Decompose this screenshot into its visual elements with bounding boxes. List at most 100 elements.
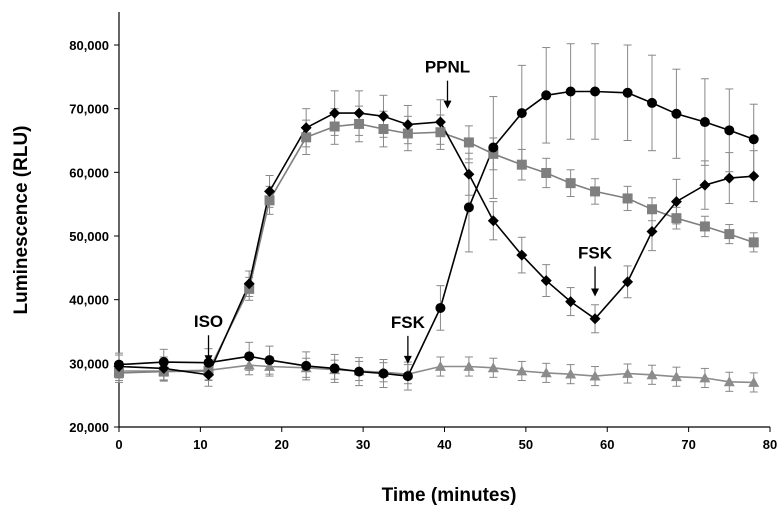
diamond-marker: [300, 122, 312, 134]
square-marker: [724, 229, 735, 240]
circle-marker: [244, 351, 255, 362]
annotation-arrowhead: [403, 355, 412, 364]
x-tick-label: 40: [437, 437, 451, 452]
square-marker: [264, 195, 275, 206]
y-tick-label: 20,000: [69, 420, 109, 435]
series-line: [118, 123, 754, 374]
triangle-marker: [723, 376, 735, 387]
triangle-marker: [748, 376, 760, 387]
square-marker: [301, 132, 312, 143]
circle-marker: [354, 366, 365, 377]
square-marker: [435, 127, 446, 138]
series-line: [119, 364, 754, 384]
diamond-marker: [748, 170, 760, 182]
y-tick-labels: 20,000 30,000 40,000 50,000 60,000 70,000 80,0…: [69, 38, 109, 435]
error-bars: [115, 43, 758, 393]
triangle-marker: [434, 361, 446, 371]
square-marker: [671, 213, 682, 224]
y-tick-label: 80,000: [69, 38, 109, 53]
triangle-marker: [565, 368, 577, 379]
annotation-arrowhead: [204, 355, 213, 364]
square-marker: [647, 204, 658, 215]
x-tick-label: 0: [115, 437, 122, 452]
circle-marker: [158, 357, 169, 368]
y-tick-label: 60,000: [69, 165, 109, 180]
diamond-marker: [243, 278, 255, 290]
square-marker: [463, 137, 474, 148]
x-tick-label: 10: [193, 437, 207, 452]
diamond-marker: [329, 107, 341, 119]
square-marker: [329, 121, 340, 132]
x-tick-label: 60: [600, 437, 614, 452]
annotation-label: FSK: [391, 313, 426, 332]
x-tick-label: 70: [681, 437, 695, 452]
square-marker: [565, 178, 576, 189]
circle-marker: [488, 142, 499, 153]
triangle-marker: [243, 359, 255, 370]
diamond-marker: [723, 172, 735, 184]
x-axis-title: Time (minutes): [382, 485, 517, 506]
circle-marker: [435, 302, 446, 313]
x-tick-label: 30: [356, 437, 370, 452]
circle-marker: [378, 368, 389, 379]
x-tick-label: 80: [763, 437, 777, 452]
circle-marker: [463, 202, 474, 213]
square-marker: [516, 159, 527, 170]
diamond-marker: [113, 361, 125, 373]
square-marker: [541, 167, 552, 178]
triangle-marker: [646, 369, 658, 380]
circle-marker: [516, 108, 527, 119]
triangle-marker: [670, 371, 682, 382]
square-marker: [354, 118, 365, 129]
annotation-arrowhead: [443, 100, 452, 109]
circle-marker: [590, 86, 601, 97]
square-marker: [699, 221, 710, 232]
triangle-marker: [487, 362, 499, 373]
triangle-marker: [516, 365, 528, 376]
circle-marker: [329, 363, 340, 374]
square-marker: [402, 128, 413, 139]
diamond-marker: [158, 362, 170, 374]
y-tick-label: 70,000: [69, 102, 109, 117]
circle-marker: [264, 355, 275, 366]
circle-marker: [565, 86, 576, 97]
triangle-marker: [463, 361, 475, 371]
triangle-marker: [699, 372, 711, 383]
series-line: [118, 112, 754, 376]
circle-marker: [301, 360, 312, 371]
annotation-label: PPNL: [425, 58, 470, 77]
square-marker: [378, 124, 389, 135]
diamond-marker: [264, 185, 276, 197]
diamond-marker: [203, 369, 215, 381]
annotations: ISO FSK PPNL FSK: [194, 58, 613, 364]
diamond-marker: [646, 226, 658, 238]
square-marker: [114, 367, 124, 378]
diamond-marker: [402, 119, 414, 131]
diamond-marker: [516, 249, 528, 261]
x-tick-label: 50: [519, 437, 533, 452]
series-markers: [113, 86, 760, 387]
annotation-label: ISO: [194, 312, 223, 331]
circle-marker: [671, 108, 682, 119]
diamond-marker: [353, 107, 365, 119]
triangle-marker: [540, 367, 552, 378]
triangle-marker: [622, 368, 634, 378]
circle-marker: [647, 97, 658, 108]
diamond-marker: [377, 110, 389, 122]
y-tick-label: 30,000: [69, 356, 109, 371]
square-marker: [488, 148, 499, 159]
y-tick-label: 40,000: [69, 293, 109, 308]
diamond-marker: [589, 313, 601, 325]
x-tick-labels: 0 10 20 30 40 50 60 70 80: [115, 437, 777, 452]
square-marker: [622, 193, 633, 204]
circle-marker: [402, 371, 413, 382]
diamond-marker: [487, 215, 499, 227]
diamond-marker: [699, 179, 711, 191]
y-axis-title: Luminescence (RLU): [11, 126, 32, 315]
square-marker: [590, 186, 601, 197]
circle-marker: [748, 134, 759, 145]
diamond-marker: [670, 196, 682, 208]
diamond-marker: [434, 116, 446, 128]
circle-marker: [724, 125, 735, 136]
